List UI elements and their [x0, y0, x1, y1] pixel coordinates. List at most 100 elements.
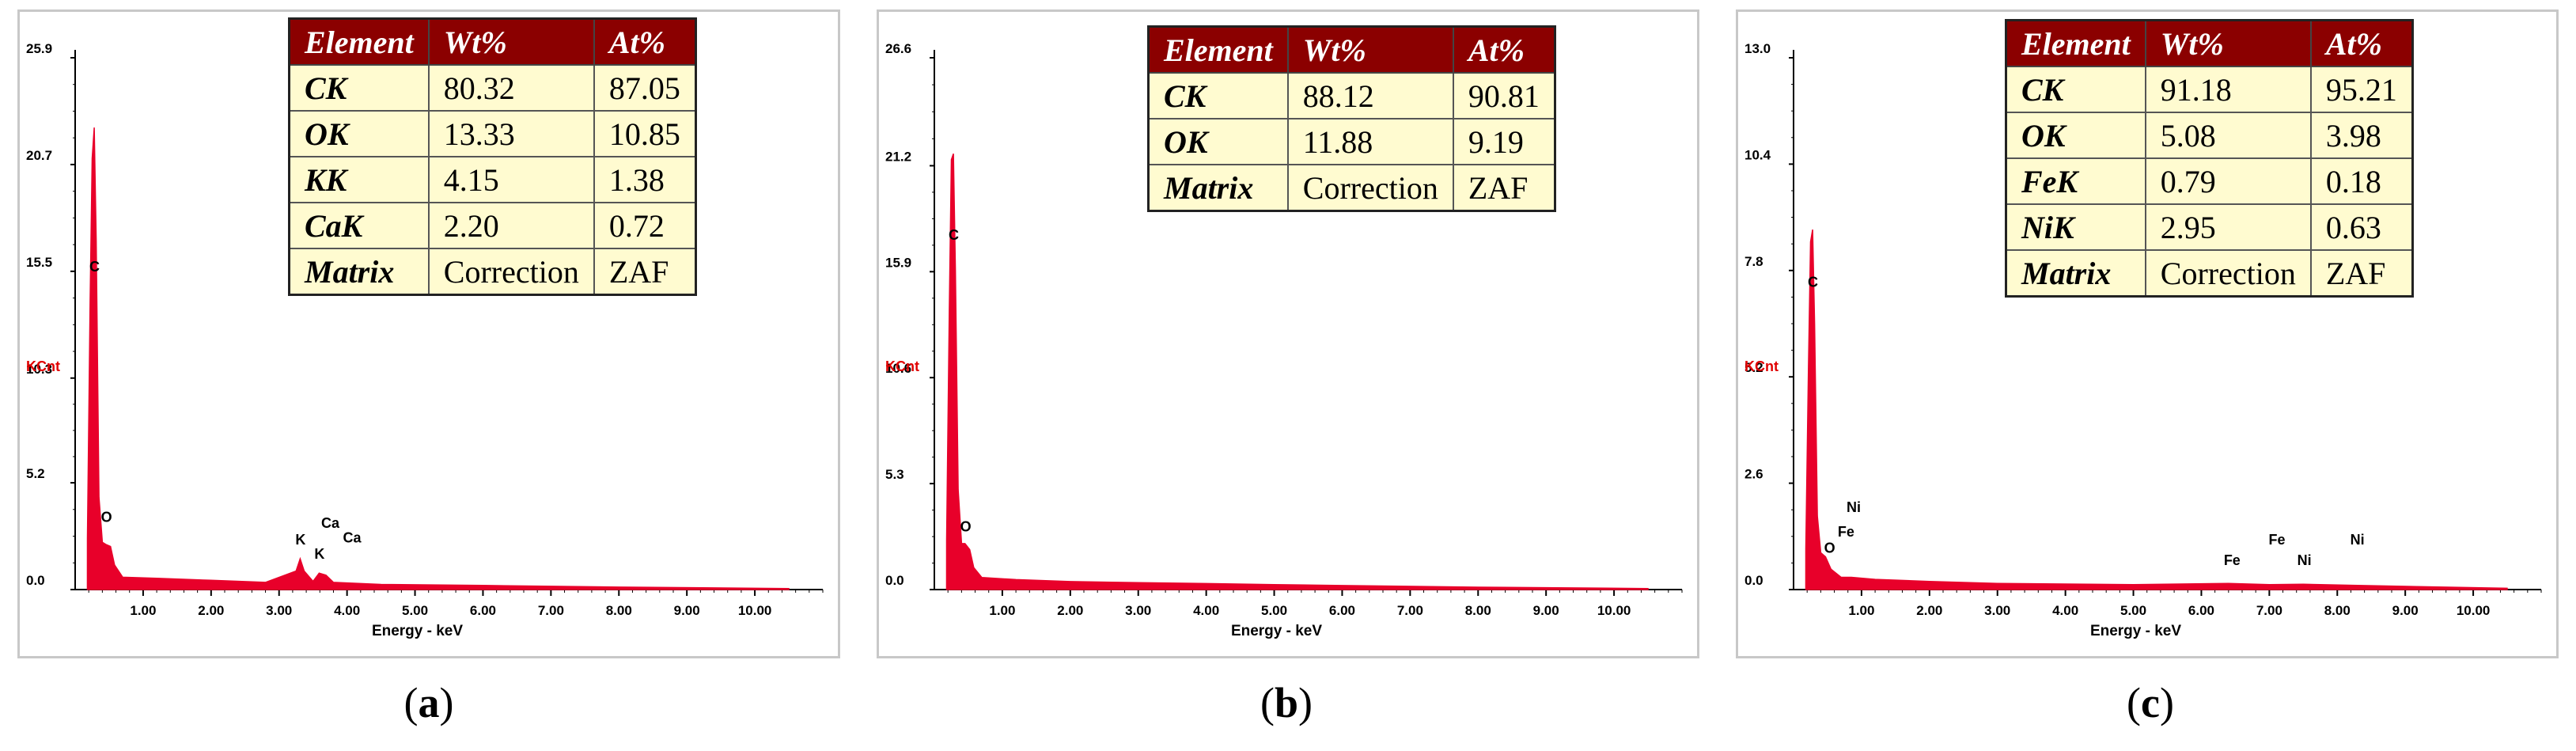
element-cell: KK: [288, 156, 430, 203]
table-row: FeK 0.79 0.18: [2005, 157, 2414, 205]
spectrum-chart: 0.0 5.3 10.6 15.9 21.2 26.6 1.00 2.00 3.00 4.00 5.…: [885, 41, 1683, 639]
element-cell: CK: [1147, 72, 1289, 119]
peak-label: O: [1824, 540, 1835, 556]
value-cell: Correction: [1286, 164, 1454, 212]
table-header-row: Element Wt% At%: [288, 17, 697, 66]
element-cell: Matrix: [288, 248, 430, 296]
x-tick-label: 5.00: [2120, 603, 2146, 618]
table-header-cell: At%: [593, 17, 697, 66]
peak-label: Fe: [2224, 552, 2241, 568]
peak-label: Fe: [1838, 524, 1854, 540]
value-cell: 0.79: [2144, 157, 2312, 205]
value-cell: 13.33: [427, 110, 595, 157]
element-cell: CK: [288, 64, 430, 112]
element-cell: CaK: [288, 202, 430, 249]
y-tick-label: 25.9: [26, 41, 52, 56]
value-cell: 0.18: [2309, 157, 2414, 205]
peak-label: O: [960, 519, 972, 535]
x-tick-label: 10.00: [738, 603, 772, 618]
x-tick-label: 8.00: [606, 603, 632, 618]
panel-caption: (b): [1260, 679, 1313, 726]
value-cell: 5.08: [2144, 112, 2312, 159]
value-cell: 3.98: [2309, 112, 2414, 159]
x-axis-label: Energy - keV: [372, 623, 463, 639]
peak-label: Ca: [321, 515, 340, 531]
table-header-row: Element Wt% At%: [2005, 19, 2414, 67]
table-header-cell: Element: [288, 17, 430, 66]
x-tick-label: 7.00: [1397, 603, 1423, 618]
table-row: CK 80.32 87.05: [288, 64, 697, 112]
peak-label: C: [1808, 274, 1818, 290]
peak-label: Ni: [2351, 532, 2365, 548]
table-row: Matrix Correction ZAF: [288, 248, 697, 296]
x-tick-label: 10.00: [2457, 603, 2491, 618]
element-cell: FeK: [2005, 157, 2146, 205]
x-tick-label: 4.00: [334, 603, 360, 618]
element-cell: Matrix: [1147, 164, 1289, 212]
spectrum-series: [86, 127, 790, 590]
x-tick-label: 8.00: [2324, 603, 2351, 618]
x-tick-label: 3.00: [1125, 603, 1151, 618]
spectrum-chart: 0.0 2.6 5.2 7.8 10.4 13.0 1.00 2.00 3.00 4.00 5.00…: [1744, 41, 2542, 639]
y-axis-label: KCnt: [1744, 358, 1779, 374]
y-tick-label: 0.0: [26, 573, 45, 588]
y-tick-label: 7.8: [1744, 254, 1763, 269]
spectrum-series: [1805, 229, 2508, 590]
table-header-cell: Wt%: [2144, 19, 2312, 67]
value-cell: 9.19: [1452, 118, 1556, 165]
composition-table: Element Wt% At% CK 88.12 90.81 OK 11.88 9.19 Matr…: [1147, 25, 1556, 212]
x-tick-label: 1.00: [130, 603, 156, 618]
y-axis-label: KCnt: [26, 358, 60, 374]
value-cell: ZAF: [593, 248, 697, 296]
x-tick-label: 7.00: [538, 603, 564, 618]
x-tick-label: 5.00: [402, 603, 428, 618]
value-cell: 2.95: [2144, 203, 2312, 251]
peak-label: K: [314, 546, 324, 562]
value-cell: 95.21: [2309, 66, 2414, 113]
x-axis-label: Energy - keV: [2090, 623, 2181, 639]
x-tick-label: 3.00: [1984, 603, 2010, 618]
x-tick-label: 1.00: [1848, 603, 1874, 618]
x-tick-label: 9.00: [2392, 603, 2419, 618]
peak-label: Fe: [2269, 532, 2286, 548]
x-tick-label: 2.00: [1057, 603, 1083, 618]
value-cell: 80.32: [427, 64, 595, 112]
table-header-cell: At%: [2309, 19, 2414, 67]
x-tick-label: 3.00: [266, 603, 292, 618]
value-cell: ZAF: [1452, 164, 1556, 212]
value-cell: 88.12: [1286, 72, 1454, 119]
x-tick-label: 9.00: [1533, 603, 1559, 618]
y-tick-label: 0.0: [1744, 573, 1763, 588]
peak-label: K: [295, 532, 305, 548]
x-tick-label: 2.00: [1916, 603, 1942, 618]
x-axis-label: Energy - keV: [1231, 623, 1322, 639]
table-row: CK 88.12 90.81: [1147, 72, 1556, 119]
composition-table: Element Wt% At% CK 91.18 95.21 OK 5.08 3.98 FeK 0.…: [2005, 19, 2414, 298]
x-tick-label: 4.00: [1193, 603, 1219, 618]
table-row: CaK 2.20 0.72: [288, 202, 697, 249]
value-cell: 87.05: [593, 64, 697, 112]
y-tick-label: 13.0: [1744, 41, 1771, 56]
spectrum-chart: 0.0 5.2 10.3 15.5 20.7 25.9 1.00 2.00 3.00 4.00 5.…: [26, 41, 824, 639]
y-axis-label: KCnt: [885, 358, 919, 374]
y-tick-label: 5.2: [26, 466, 45, 481]
element-cell: Matrix: [2005, 249, 2146, 298]
y-tick-label: 10.6: [885, 361, 911, 376]
x-tick-label: 1.00: [989, 603, 1015, 618]
value-cell: 2.20: [427, 202, 595, 249]
peak-label: Ca: [343, 529, 362, 545]
table-header-cell: Element: [1147, 25, 1289, 74]
composition-table: Element Wt% At% CK 80.32 87.05 OK 13.33 10.85 KK 4…: [288, 17, 697, 296]
y-tick-label: 15.9: [885, 255, 911, 270]
panel-caption: (c): [2127, 679, 2174, 726]
table-header-cell: Wt%: [1286, 25, 1454, 74]
peak-label: O: [101, 509, 112, 525]
table-header-cell: Element: [2005, 19, 2146, 67]
peak-label: Ni: [2298, 552, 2312, 568]
value-cell: ZAF: [2309, 249, 2414, 298]
value-cell: 0.72: [593, 202, 697, 249]
table-row: NiK 2.95 0.63: [2005, 203, 2414, 251]
value-cell: 90.81: [1452, 72, 1556, 119]
peak-label: Ni: [1847, 499, 1861, 515]
y-tick-label: 10.3: [26, 362, 52, 377]
